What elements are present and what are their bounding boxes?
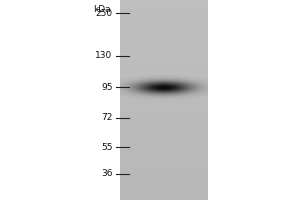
Text: 36: 36 [101,170,112,178]
Text: kDa: kDa [93,5,111,14]
Text: 72: 72 [101,114,112,122]
Text: 250: 250 [95,8,112,18]
Text: 95: 95 [101,83,112,92]
Text: 55: 55 [101,142,112,152]
Text: 130: 130 [95,51,112,60]
